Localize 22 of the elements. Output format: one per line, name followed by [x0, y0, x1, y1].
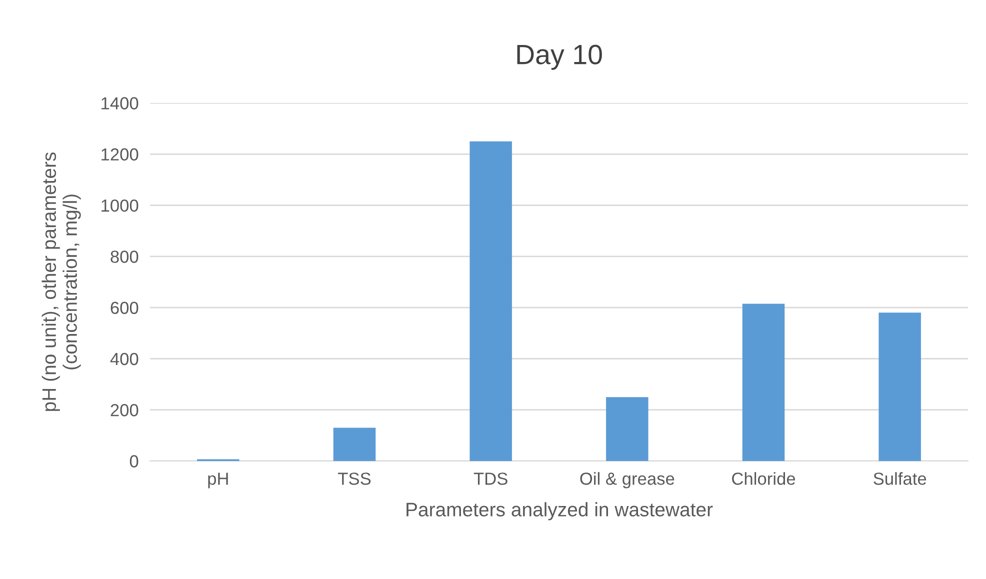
x-tick-label: Chloride	[732, 472, 796, 485]
x-tick-label: TSS	[338, 472, 371, 485]
bar	[878, 312, 921, 461]
bar	[470, 141, 512, 461]
x-axis-title: Parameters analyzed in wastewater	[406, 502, 713, 520]
y-axis-title: pH (no unit), other parameters (concentration, mg/l)	[42, 152, 81, 411]
y-tick-label: 800	[110, 250, 138, 263]
y-tick-label: 200	[110, 404, 138, 416]
chart-title: Day 10	[517, 44, 602, 70]
x-tick-label: pH	[208, 472, 228, 488]
y-tick-label: 1000	[102, 199, 138, 212]
y-tick-label: 1200	[102, 148, 138, 161]
bar	[333, 428, 376, 461]
bar	[606, 397, 648, 461]
y-tick-label: 600	[110, 302, 138, 314]
bar	[742, 304, 785, 461]
x-tick-label: Sulfate	[874, 472, 926, 485]
x-tick-label: Oil & grease	[580, 472, 674, 488]
y-tick-label: 0	[130, 455, 138, 468]
x-tick-label: TDS	[474, 472, 508, 485]
y-tick-label: 400	[110, 352, 138, 366]
y-tick-label: 1400	[102, 97, 138, 110]
